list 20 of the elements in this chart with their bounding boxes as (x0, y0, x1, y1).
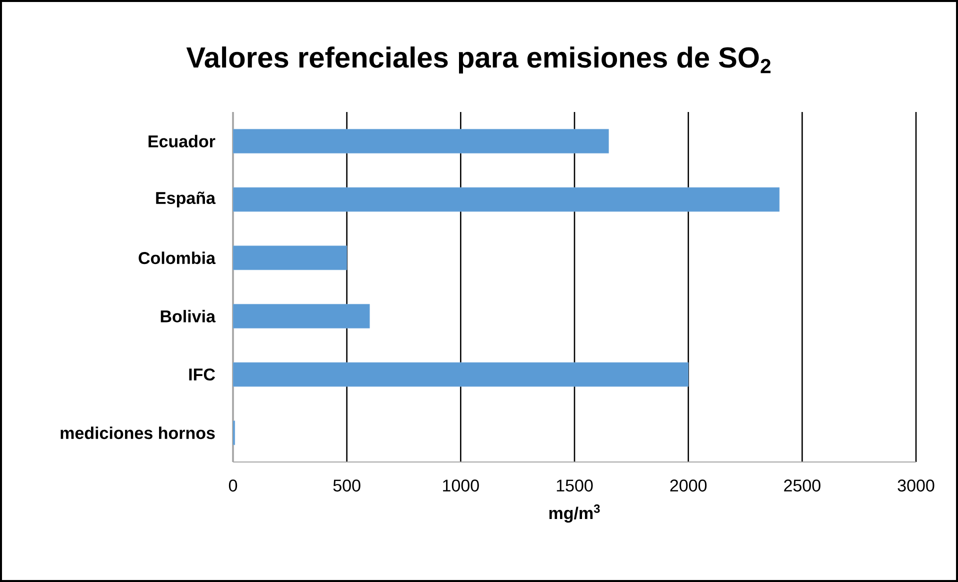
x-tick-label: 2500 (784, 480, 820, 492)
x-tick-label: 0 (228, 480, 238, 492)
chart-title: Valores refenciales para emisiones de SO$_{2}$ (186, 46, 771, 74)
x-axis-title: mg/m$^{3}$ (549, 504, 600, 523)
bar (233, 187, 780, 212)
x-tick-label: 2000 (670, 480, 707, 492)
bar (233, 362, 689, 387)
y-tick-label: Colombia (138, 252, 216, 264)
y-tick-label: mediciones hornos (60, 426, 215, 440)
y-tick-label: IFC (189, 368, 216, 381)
y-tick-label: Bolivia (160, 310, 216, 322)
x-tick-label: 1500 (556, 480, 593, 492)
bar (233, 246, 348, 270)
x-tick-label: 3000 (898, 480, 934, 492)
y-tick-label: Ecuador (148, 134, 216, 148)
y-tick-label: España (156, 192, 216, 208)
bar (233, 128, 609, 154)
x-tick-label: 500 (333, 480, 360, 492)
bar (233, 304, 370, 328)
x-tick-label: 1000 (443, 480, 479, 492)
